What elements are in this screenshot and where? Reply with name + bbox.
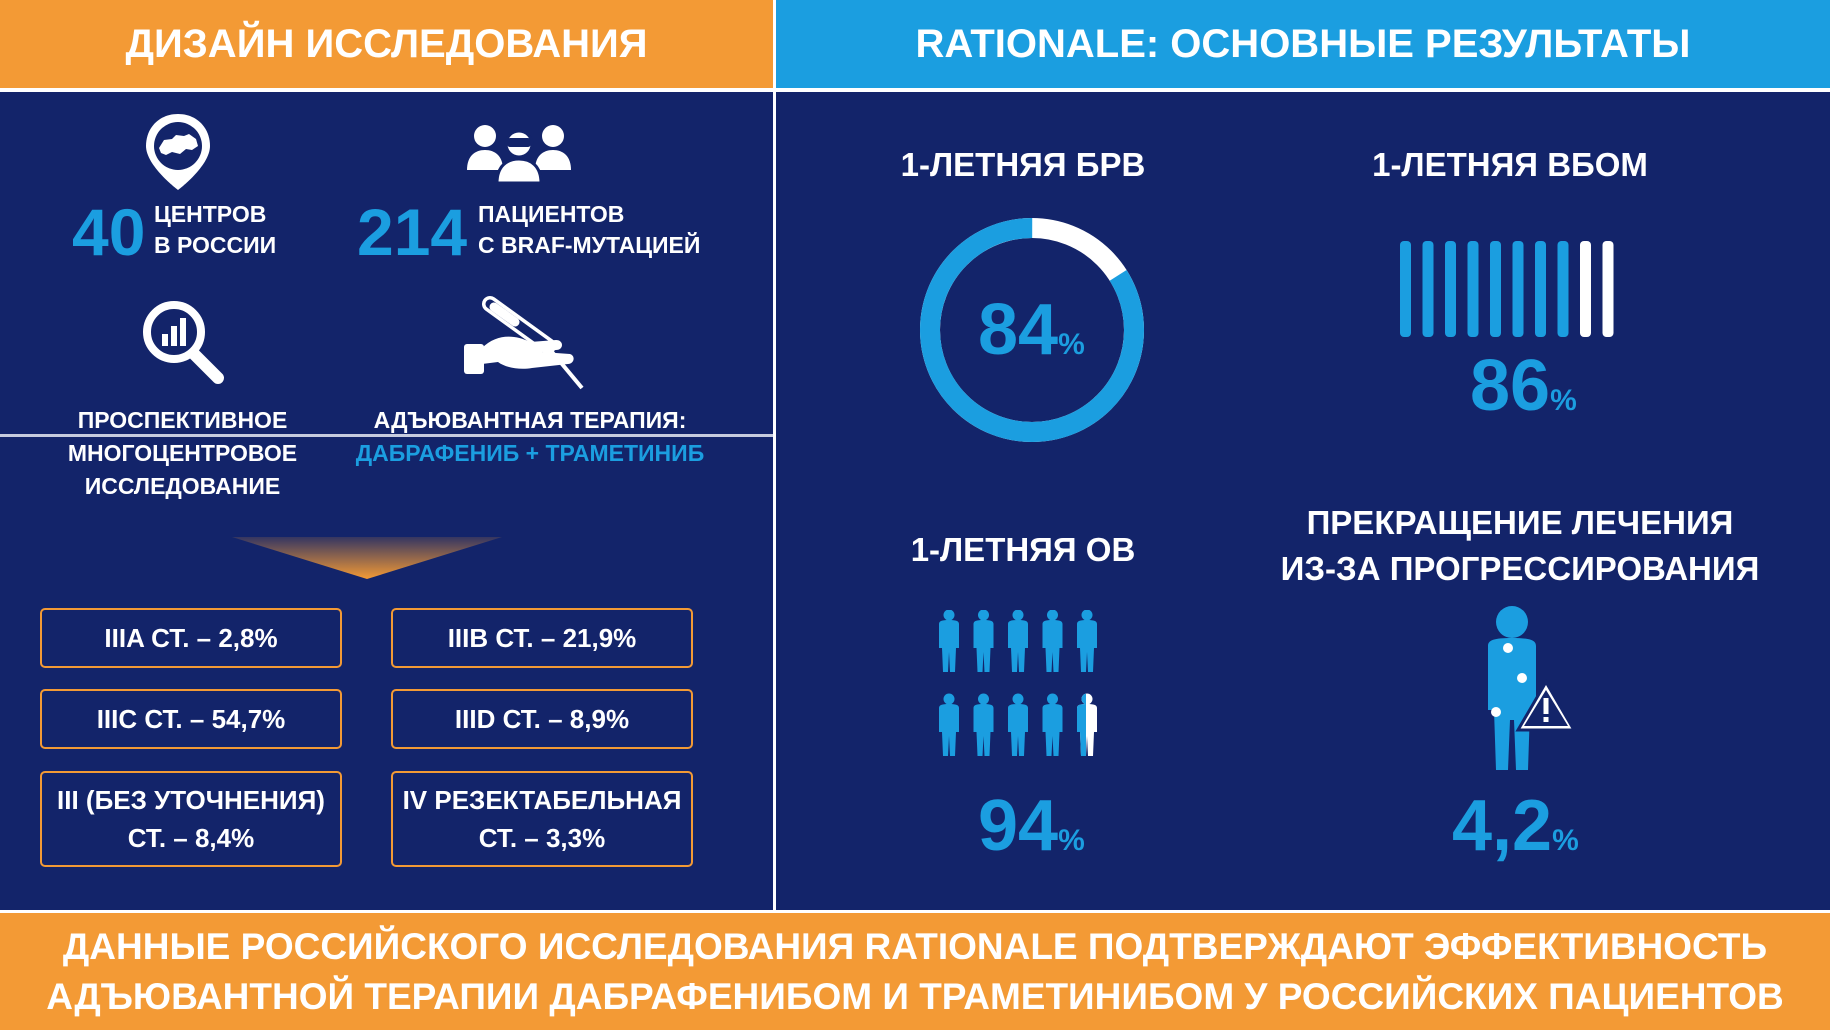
rfs-donut-arc bbox=[920, 218, 1144, 443]
stage-box-iiib: IIIB СТ. – 21,9% bbox=[391, 608, 693, 668]
os-person-icon bbox=[1042, 693, 1063, 756]
dmfs-bar bbox=[1400, 241, 1411, 337]
os-person-icon bbox=[973, 693, 994, 756]
os-person-icon bbox=[939, 610, 959, 672]
patients-number: 214 bbox=[357, 195, 468, 269]
rfs-value-number: 84 bbox=[978, 290, 1059, 370]
stage-box-iiid: IIID СТ. – 8,9% bbox=[391, 689, 693, 749]
rfs-value-unit: % bbox=[1058, 328, 1085, 361]
arrow-down-icon bbox=[232, 537, 502, 579]
patients-label-line2: С BRAF-МУТАЦИЕЙ bbox=[478, 232, 701, 258]
stage-box-iii-unspecified: III (БЕЗ УТОЧНЕНИЯ) СТ. – 8,4% bbox=[40, 771, 342, 867]
section-divider bbox=[0, 434, 773, 437]
discontinuation-title: ПРЕКРАЩЕНИЕ ЛЕЧЕНИЯ ИЗ-ЗА ПРОГРЕССИРОВАН… bbox=[1270, 500, 1770, 592]
discontinuation-title-line1: ПРЕКРАЩЕНИЕ ЛЕЧЕНИЯ bbox=[1306, 504, 1734, 541]
os-person-icon bbox=[1077, 610, 1097, 672]
centers-label-line2: В РОССИИ bbox=[154, 232, 277, 258]
discontinuation-value: 4,2% bbox=[1452, 790, 1579, 877]
centers-label-line1: ЦЕНТРОВ bbox=[154, 201, 267, 227]
hand-pill-icon bbox=[464, 296, 584, 390]
dmfs-bar bbox=[1557, 241, 1569, 337]
stage-iii-unspecified-line1: III (БЕЗ УТОЧНЕНИЯ) bbox=[57, 785, 325, 815]
patients-label: ПАЦИЕНТОВ С BRAF-МУТАЦИЕЙ bbox=[478, 199, 700, 261]
stage-iiid-text: IIID СТ. – 8,9% bbox=[454, 704, 630, 734]
dmfs-bar bbox=[1490, 241, 1501, 337]
conclusion-line1: ДАННЫЕ РОССИЙСКОГО ИССЛЕДОВАНИЯ RATIONAL… bbox=[62, 925, 1768, 967]
design-section-title: ДИЗАЙН ИССЛЕДОВАНИЯ bbox=[125, 21, 648, 66]
centers-label: ЦЕНТРОВ В РОССИИ bbox=[154, 199, 276, 261]
doctors-group-icon bbox=[467, 125, 571, 184]
os-title: 1-ЛЕТНЯЯ ОВ bbox=[910, 531, 1136, 568]
dmfs-value-number: 86 bbox=[1470, 346, 1551, 426]
os-person-icon bbox=[1077, 693, 1097, 756]
therapy-label: АДЪЮВАНТНАЯ ТЕРАПИЯ: ДАБРАФЕНИБ + ТРАМЕТ… bbox=[340, 404, 720, 470]
patients-label-line1: ПАЦИЕНТОВ bbox=[478, 201, 625, 227]
therapy-label-line1: АДЪЮВАНТНАЯ ТЕРАПИЯ: bbox=[373, 407, 687, 433]
therapy-drugs: ДАБРАФЕНИБ + ТРАМЕТИНИБ bbox=[355, 440, 705, 466]
os-person-icon bbox=[973, 610, 994, 672]
os-people-grid bbox=[939, 610, 1097, 756]
stage-iiic-text: IIIC СТ. – 54,7% bbox=[96, 704, 286, 734]
patient-warning-icon bbox=[1488, 606, 1577, 770]
study-design-label: ПРОСПЕКТИВНОЕ МНОГОЦЕНТРОВОЕ ИССЛЕДОВАНИ… bbox=[40, 404, 325, 503]
dmfs-bar bbox=[1535, 241, 1546, 337]
stage-iiia-text: IIIA СТ. – 2,8% bbox=[104, 623, 278, 653]
dmfs-value: 86% bbox=[1470, 350, 1577, 437]
study-design-line1: ПРОСПЕКТИВНОЕ bbox=[77, 407, 288, 433]
os-person-icon bbox=[1042, 610, 1063, 672]
dmfs-bar bbox=[1602, 241, 1614, 337]
conclusion-line2: АДЪЮВАНТНОЙ ТЕРАПИИ ДАБРАФЕНИБОМ И ТРАМЕ… bbox=[46, 975, 1784, 1017]
os-value: 94% bbox=[978, 790, 1085, 877]
dmfs-title: 1-ЛЕТНЯЯ ВБОМ bbox=[1372, 146, 1648, 183]
design-panel bbox=[0, 92, 773, 910]
stage-iv-resectable-line1: IV РЕЗЕКТАБЕЛЬНАЯ bbox=[402, 785, 682, 815]
stage-box-iiia: IIIA СТ. – 2,8% bbox=[40, 608, 342, 668]
stage-iiib-text: IIIB СТ. – 21,9% bbox=[447, 623, 637, 653]
stage-box-iiic: IIIC СТ. – 54,7% bbox=[40, 689, 342, 749]
os-person-icon bbox=[1008, 693, 1028, 756]
magnifier-chart-icon bbox=[143, 301, 224, 384]
stage-iv-resectable-line2: СТ. – 3,3% bbox=[478, 823, 606, 853]
stage-box-iv-resectable: IV РЕЗЕКТАБЕЛЬНАЯ СТ. – 3,3% bbox=[391, 771, 693, 867]
rfs-title: 1-ЛЕТНЯЯ БРВ bbox=[900, 146, 1146, 183]
dmfs-bar bbox=[1467, 241, 1479, 337]
rfs-donut bbox=[920, 218, 1144, 443]
results-section-header: RATIONALE: ОСНОВНЫЕ РЕЗУЛЬТАТЫ bbox=[776, 0, 1830, 88]
centers-number: 40 bbox=[72, 195, 146, 269]
dmfs-bar bbox=[1422, 241, 1434, 337]
discontinuation-value-unit: % bbox=[1552, 824, 1579, 857]
stage-iii-unspecified-line2: СТ. – 8,4% bbox=[127, 823, 255, 853]
os-person-icon bbox=[939, 693, 959, 756]
dmfs-bar bbox=[1580, 241, 1591, 337]
dmfs-bars bbox=[1400, 241, 1614, 337]
dmfs-value-unit: % bbox=[1550, 384, 1577, 417]
dmfs-bar bbox=[1445, 241, 1456, 337]
results-panel bbox=[776, 92, 1830, 910]
results-section-title: RATIONALE: ОСНОВНЫЕ РЕЗУЛЬТАТЫ bbox=[915, 21, 1691, 66]
discontinuation-value-number: 4,2 bbox=[1452, 786, 1553, 866]
design-section-header: ДИЗАЙН ИССЛЕДОВАНИЯ bbox=[0, 0, 773, 88]
discontinuation-title-line2: ИЗ-ЗА ПРОГРЕССИРОВАНИЯ bbox=[1280, 550, 1760, 587]
russia-map-pin-icon bbox=[146, 114, 210, 190]
rfs-value: 84% bbox=[978, 294, 1085, 381]
os-value-number: 94 bbox=[978, 786, 1059, 866]
study-design-line3: ИССЛЕДОВАНИЕ bbox=[84, 473, 281, 499]
dmfs-bar bbox=[1512, 241, 1524, 337]
os-person-icon bbox=[1008, 610, 1028, 672]
os-value-unit: % bbox=[1058, 824, 1085, 857]
conclusion-banner: ДАННЫЕ РОССИЙСКОГО ИССЛЕДОВАНИЯ RATIONAL… bbox=[0, 913, 1830, 1030]
study-design-line2: МНОГОЦЕНТРОВОЕ bbox=[67, 440, 298, 466]
